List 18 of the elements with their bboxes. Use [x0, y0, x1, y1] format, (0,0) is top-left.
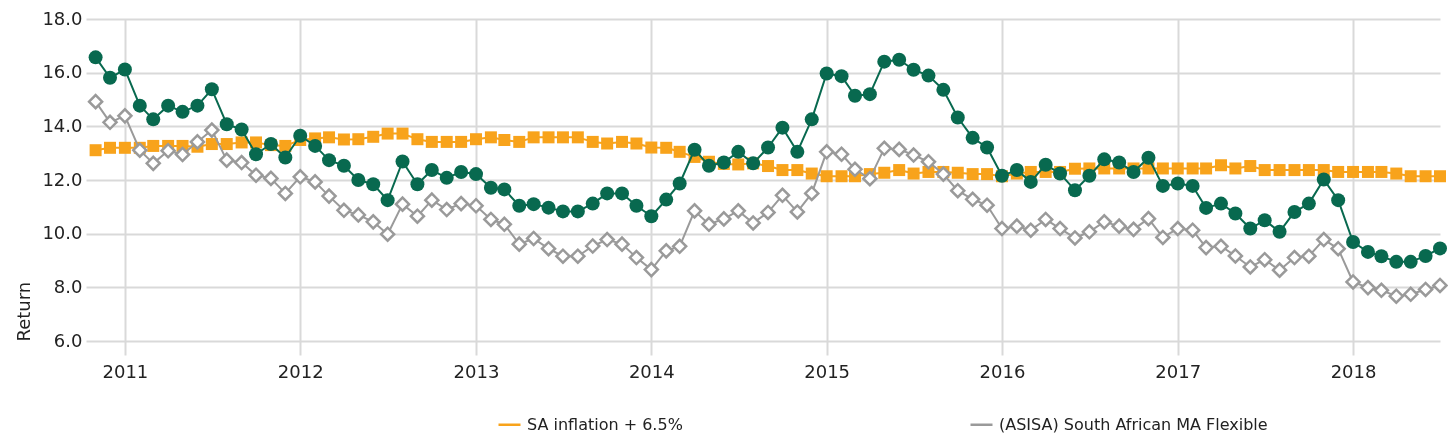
x-tick-label: 2014: [628, 360, 675, 382]
x-tick-label: 2011: [102, 360, 149, 382]
legend-label: SA inflation + 6.5%: [527, 414, 683, 433]
y-axis-title: Return: [13, 281, 35, 342]
x-tick-label: 2016: [979, 360, 1026, 382]
y-tick-label: 14.0: [42, 114, 83, 136]
x-tick-label: 2017: [1155, 360, 1202, 382]
y-tick-label: 16.0: [42, 61, 83, 83]
legend-label: (ASISA) South African MA Flexible: [999, 414, 1268, 433]
y-tick-label: 8.0: [53, 275, 83, 297]
x-tick-label: 2018: [1330, 360, 1377, 382]
x-tick-label: 2013: [453, 360, 500, 382]
x-tick-label: 2012: [277, 360, 324, 382]
y-tick-label: 10.0: [42, 222, 83, 244]
y-tick-label: 6.0: [53, 329, 83, 351]
x-tick-label: 2015: [804, 360, 851, 382]
y-tick-label: 18.0: [42, 7, 83, 29]
y-tick-label: 12.0: [42, 168, 83, 190]
